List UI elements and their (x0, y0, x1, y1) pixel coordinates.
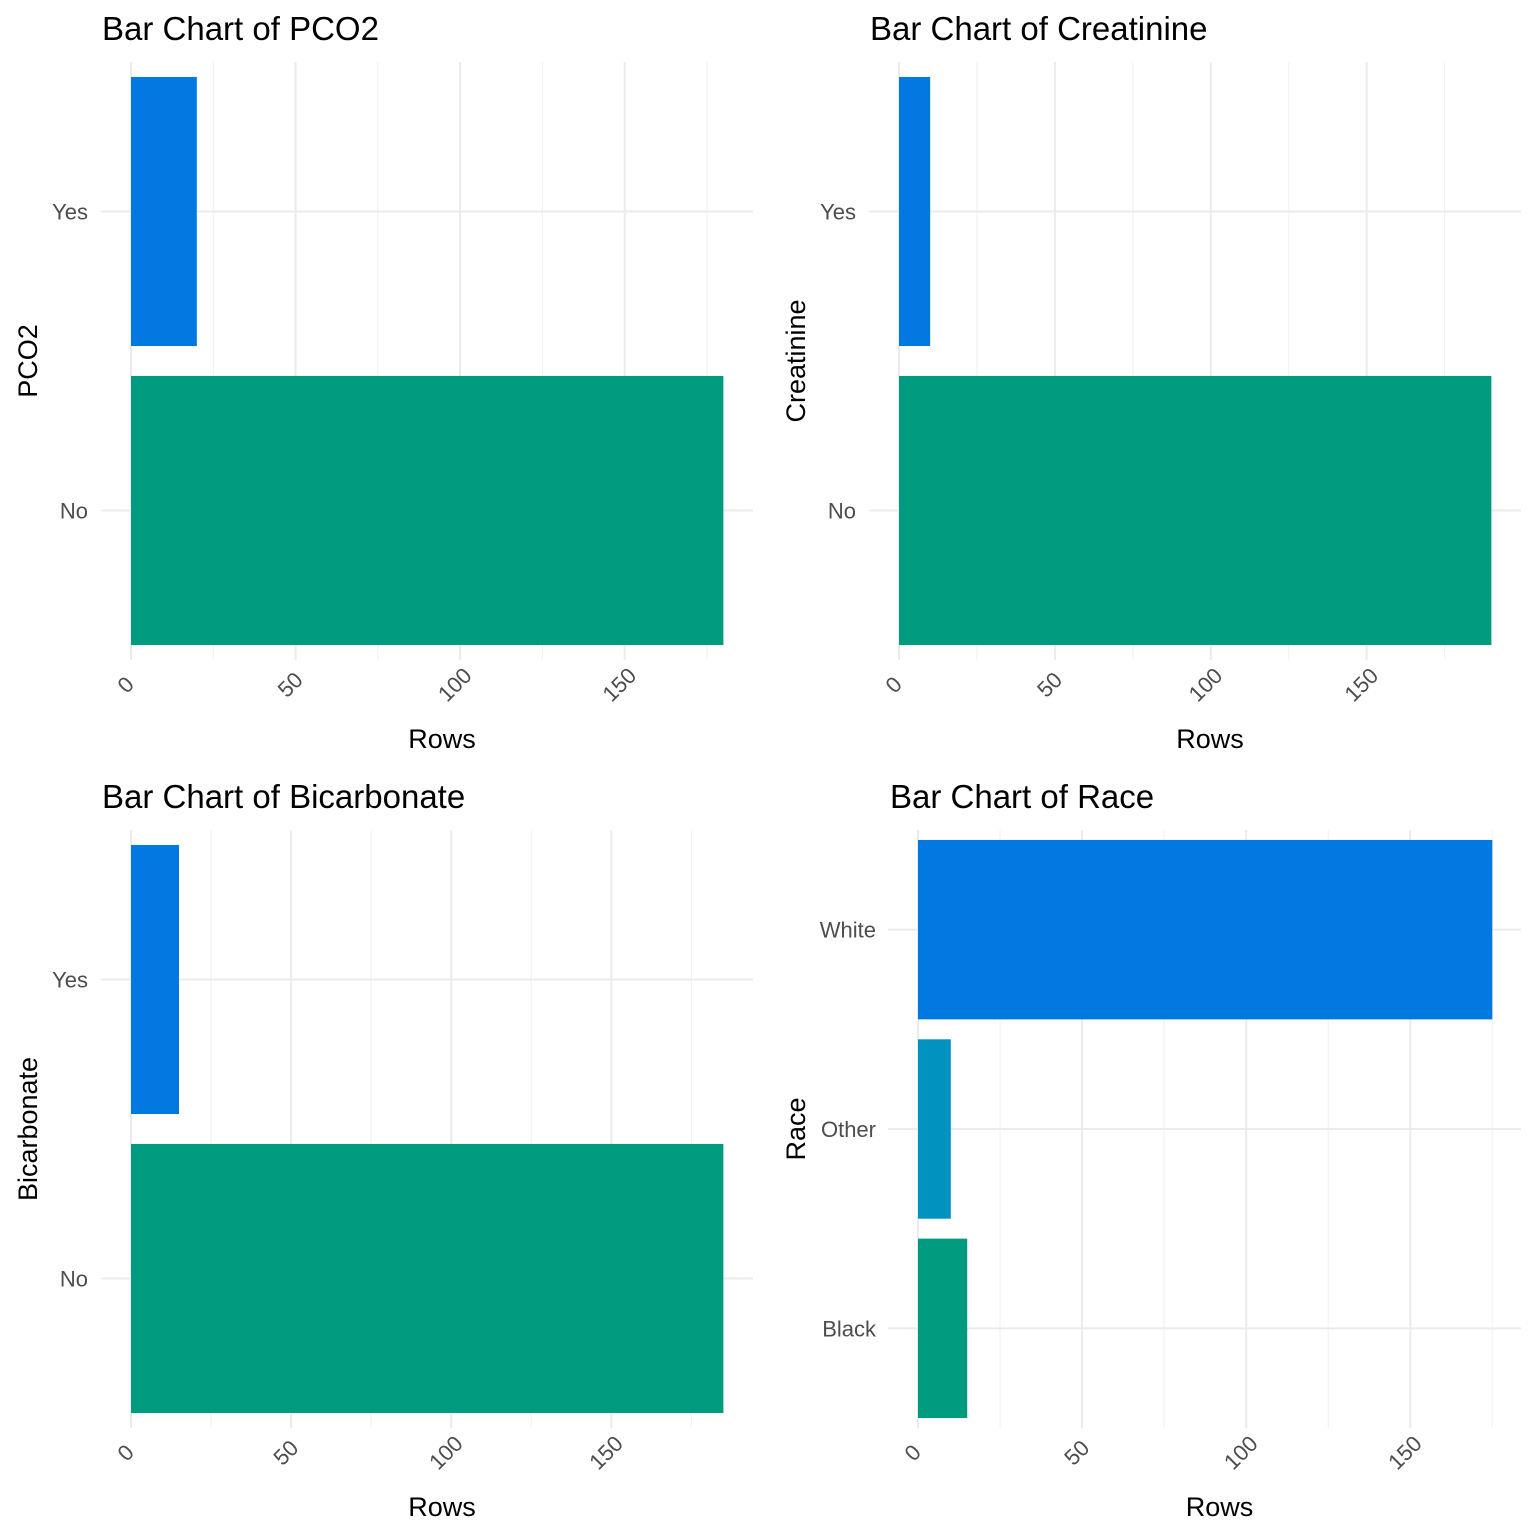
x-tick-label: 50 (1032, 667, 1067, 702)
x-axis-title: Rows (1186, 1492, 1254, 1522)
chart-panel-1: No Yes 0 50 100 150 Bar Chart of PCO2 Rows PCO2 (13, 10, 753, 754)
chart-panel-4: Black Other White 0 50 100 150 Bar Chart of Rac… (781, 778, 1521, 1522)
x-tick-label: 150 (1340, 663, 1384, 707)
x-tick-label: 100 (1184, 663, 1228, 707)
x-tick-label: 0 (881, 672, 907, 698)
bar-white (918, 839, 1493, 1020)
x-tick-label: 150 (598, 663, 642, 707)
chart-panel-3: No Yes 0 50 100 150 Bar Chart of Bicarbonate Ro… (13, 778, 753, 1522)
x-tick-label: 0 (113, 672, 139, 698)
y-tick-label: Yes (52, 200, 88, 225)
y-tick-label: Yes (820, 200, 856, 225)
x-axis-title: Rows (408, 1492, 476, 1522)
chart-title: Bar Chart of PCO2 (102, 10, 379, 47)
x-tick-label: 100 (424, 1431, 468, 1475)
y-axis-title: PCO2 (13, 324, 43, 398)
y-tick-label: White (820, 918, 876, 943)
bar-yes (131, 76, 197, 347)
bar-yes (899, 76, 931, 347)
y-tick-label: No (60, 1267, 88, 1292)
x-tick-label: 100 (1219, 1431, 1263, 1475)
x-tick-label: 50 (268, 1435, 303, 1470)
x-axis-title: Rows (408, 724, 476, 754)
bar-no (899, 375, 1492, 646)
y-tick-label: Black (822, 1316, 877, 1341)
y-tick-label: No (60, 499, 88, 524)
x-tick-label: 150 (1383, 1431, 1427, 1475)
chart-title: Bar Chart of Race (890, 778, 1154, 815)
y-tick-label: Yes (52, 968, 88, 993)
y-axis-title: Race (781, 1097, 811, 1160)
x-tick-label: 0 (900, 1440, 926, 1466)
x-tick-label: 150 (584, 1431, 628, 1475)
x-tick-label: 50 (273, 667, 308, 702)
y-axis-title: Bicarbonate (13, 1057, 43, 1201)
chart-title: Bar Chart of Bicarbonate (102, 778, 465, 815)
bar-yes (131, 844, 180, 1115)
bar-black (918, 1238, 968, 1419)
bar-other (918, 1039, 951, 1219)
x-axis-title: Rows (1176, 724, 1244, 754)
y-axis-title: Creatinine (781, 299, 811, 422)
x-tick-label: 100 (433, 663, 477, 707)
y-tick-label: No (828, 499, 856, 524)
y-tick-label: Other (821, 1117, 876, 1142)
chart-panel-2: No Yes 0 50 100 150 Bar Chart of Creatinine Row… (781, 10, 1521, 754)
chart-title: Bar Chart of Creatinine (870, 10, 1208, 47)
bar-no (131, 1143, 724, 1414)
x-tick-label: 0 (113, 1440, 139, 1466)
x-tick-label: 50 (1059, 1435, 1094, 1470)
bar-no (131, 375, 724, 646)
